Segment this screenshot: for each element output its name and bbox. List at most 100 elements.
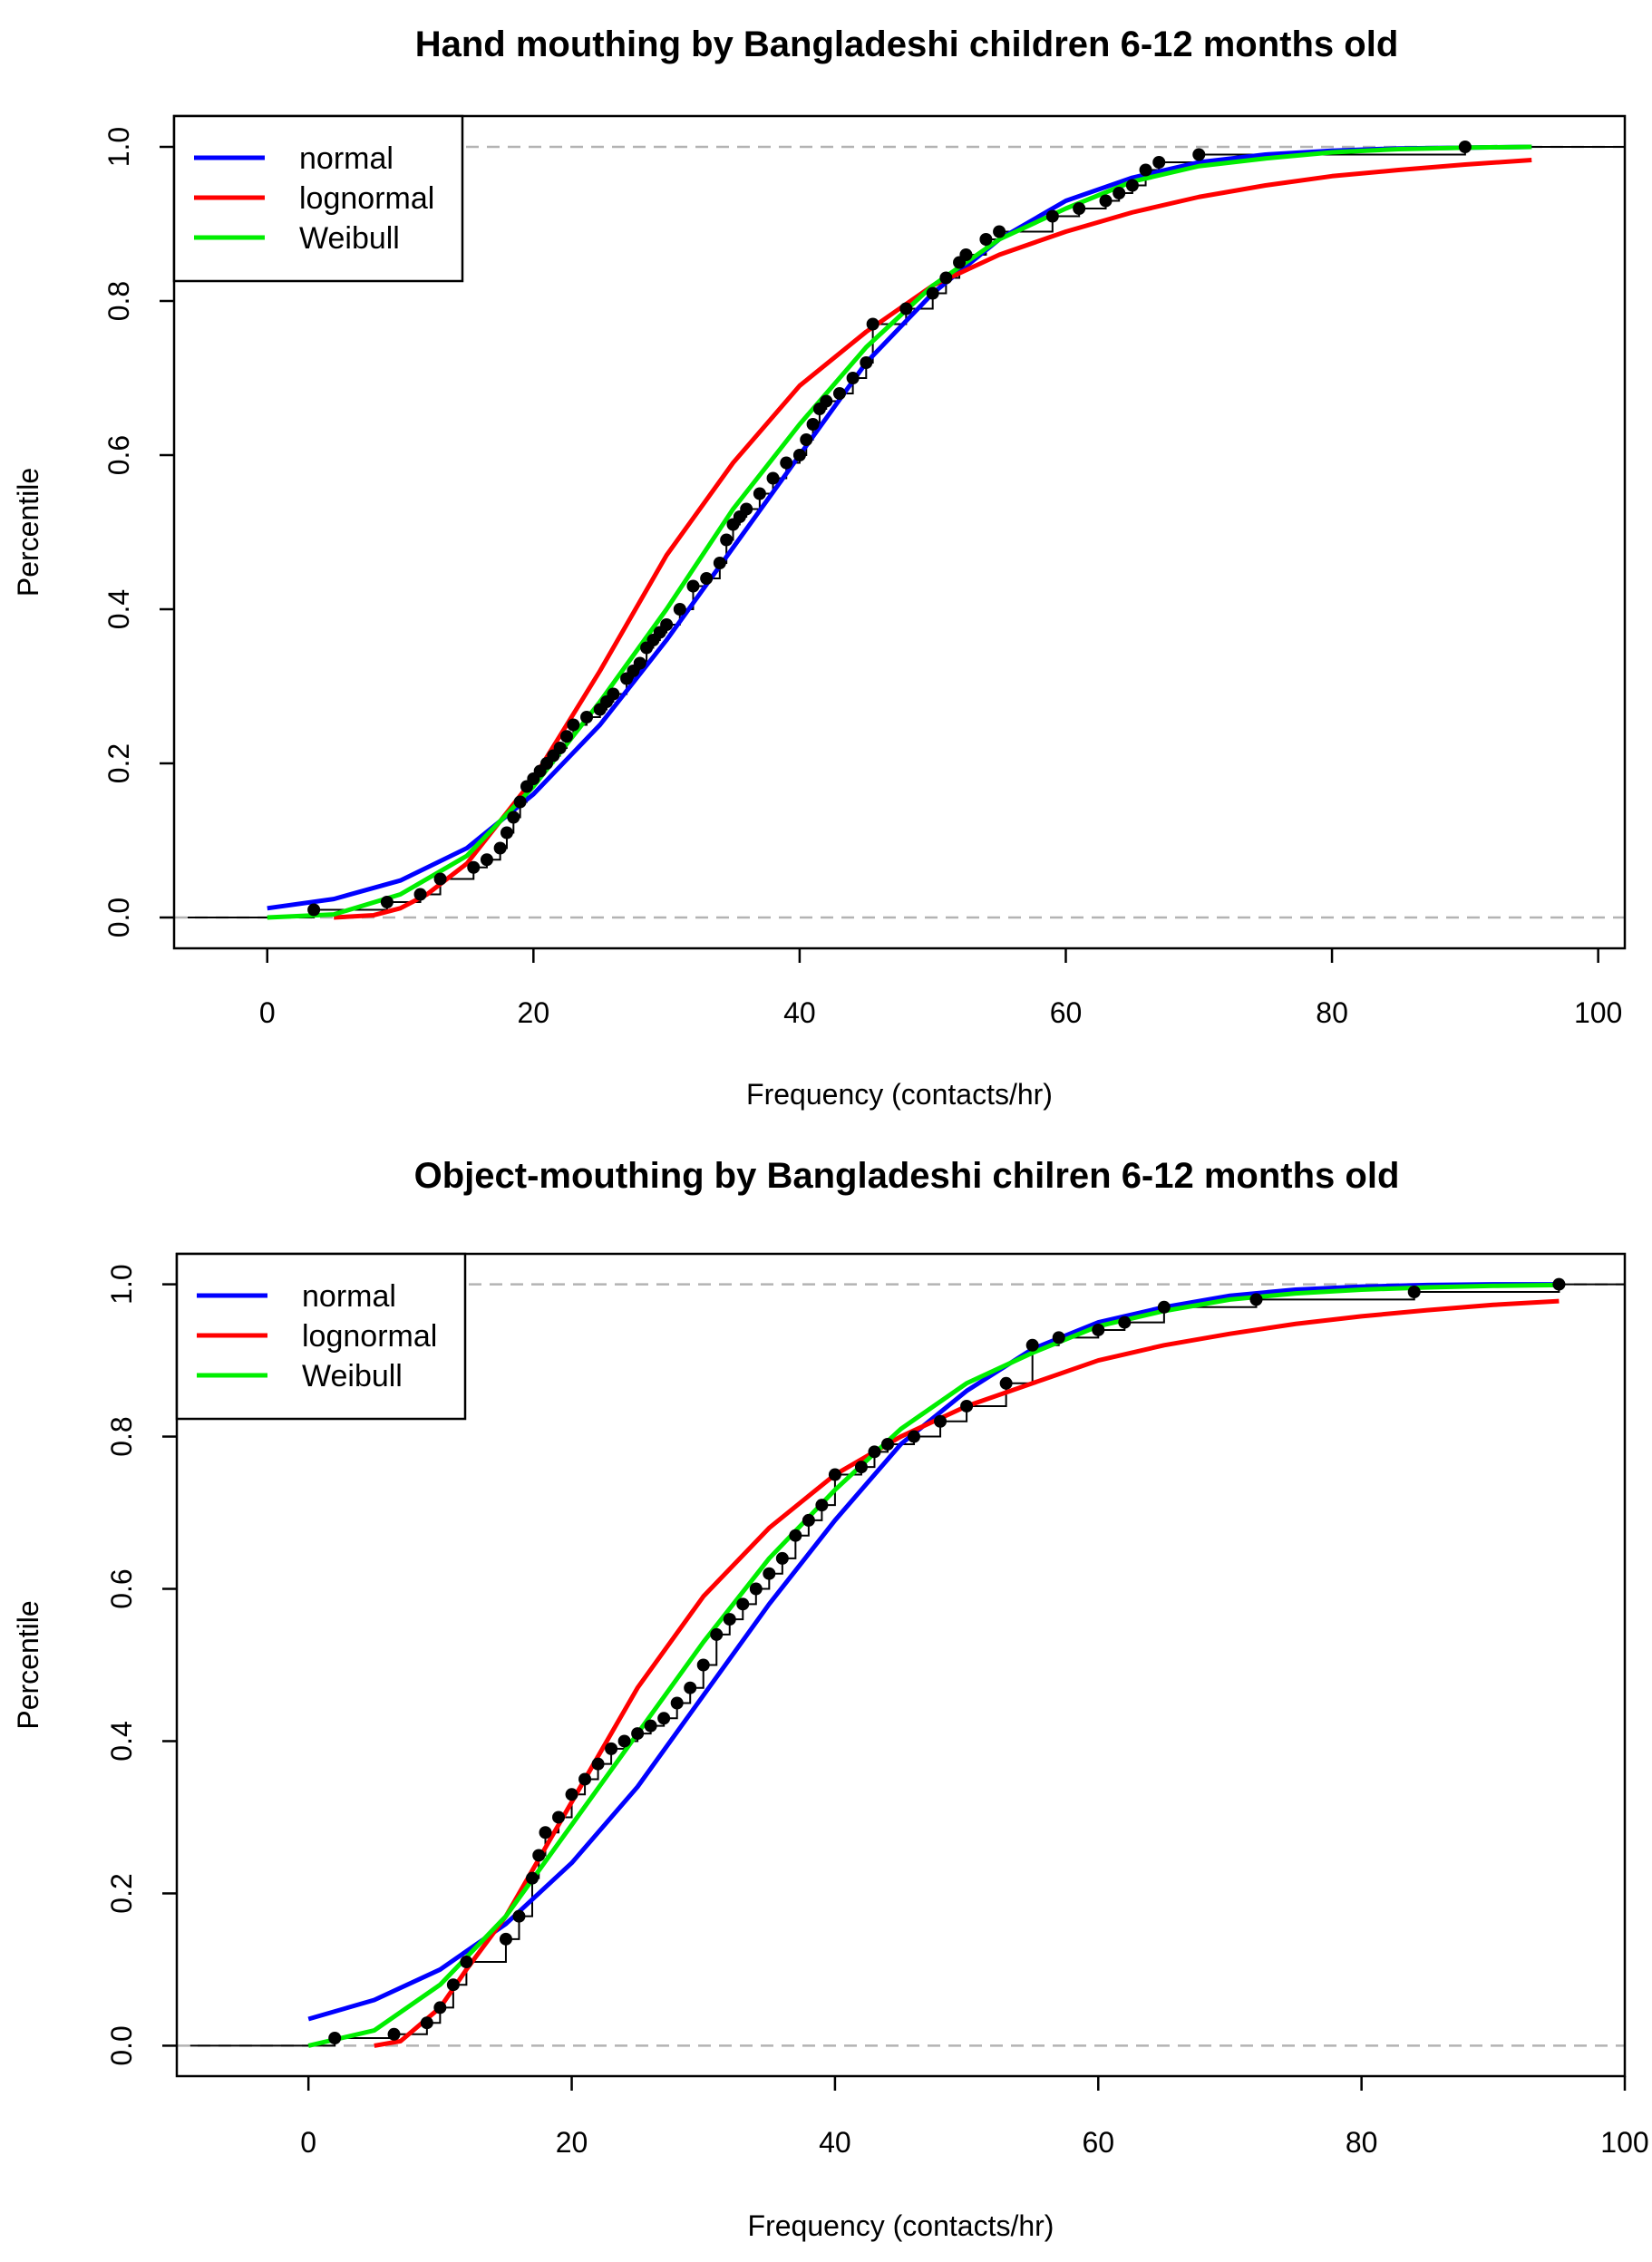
empirical-point xyxy=(512,1909,526,1923)
x-tick-label: 40 xyxy=(819,2126,851,2159)
weibull-fit-curve xyxy=(267,144,1532,920)
empirical-point xyxy=(763,1567,776,1580)
y-tick-label: 0.4 xyxy=(105,1721,138,1761)
y-tick-label: 0.0 xyxy=(102,898,135,937)
empirical-point xyxy=(1113,187,1126,199)
empirical-point xyxy=(420,2016,433,2030)
x-tick-label: 60 xyxy=(1082,2126,1114,2159)
legend-label-normal: normal xyxy=(299,141,394,176)
empirical-point xyxy=(328,2032,342,2045)
y-tick-label: 1.0 xyxy=(102,127,135,167)
empirical-point xyxy=(815,1499,829,1512)
empirical-point xyxy=(1025,1338,1039,1352)
object-mouthing-chart: Object-mouthing by Bangladeshi chilren 6… xyxy=(12,1156,1649,2242)
plot-frame xyxy=(175,1252,1627,2078)
empirical-point xyxy=(868,1445,881,1459)
empirical-point xyxy=(467,860,481,874)
empirical-point xyxy=(553,742,567,754)
x-tick-label: 20 xyxy=(556,2126,588,2159)
y-tick-label: 0.8 xyxy=(105,1416,138,1456)
empirical-point xyxy=(673,603,686,616)
empirical-point xyxy=(633,656,646,670)
empirical-point xyxy=(926,286,939,300)
legend-label-weibull: Weibull xyxy=(299,221,400,256)
empirical-point xyxy=(1092,1323,1105,1336)
empirical-point xyxy=(387,2027,401,2041)
empirical-point xyxy=(578,1772,592,1786)
empirical-point xyxy=(1192,148,1206,161)
empirical-point xyxy=(999,1376,1013,1390)
plot-frame xyxy=(172,114,1627,950)
legend-label-weibull: Weibull xyxy=(302,1359,403,1393)
x-tick-label: 100 xyxy=(1574,996,1622,1029)
empirical-point xyxy=(499,1932,512,1946)
empirical-point xyxy=(307,903,321,917)
empirical-point xyxy=(854,1461,868,1474)
lognormal-fit-curve xyxy=(374,1298,1560,2048)
empirical-point xyxy=(507,811,520,824)
empirical-point xyxy=(993,225,1006,238)
empirical-point xyxy=(775,1551,789,1565)
empirical-point xyxy=(1407,1285,1421,1298)
empirical-point xyxy=(806,418,820,431)
lognormal-fit-curve xyxy=(334,157,1532,920)
empirical-point xyxy=(433,2001,447,2014)
y-axis-label: Percentile xyxy=(12,1600,44,1729)
empirical-point xyxy=(460,1956,473,1969)
x-tick-label: 40 xyxy=(783,996,816,1029)
empirical-point xyxy=(631,1727,645,1741)
legend-box xyxy=(172,114,464,283)
empirical-point xyxy=(686,579,700,593)
empirical-point xyxy=(605,1742,618,1755)
empirical-point xyxy=(1045,209,1059,223)
empirical-point xyxy=(740,502,753,516)
empirical-point xyxy=(832,387,846,400)
y-tick-label: 0.8 xyxy=(102,281,135,321)
y-axis-label: Percentile xyxy=(12,468,44,597)
empirical-point xyxy=(979,233,993,246)
empirical-point xyxy=(532,1849,546,1862)
normal-fit-curve xyxy=(307,1282,1560,2022)
empirical-point xyxy=(696,1658,710,1672)
x-tick-label: 20 xyxy=(518,996,550,1029)
x-tick-label: 0 xyxy=(300,2126,316,2159)
empirical-point xyxy=(480,853,493,867)
y-tick-label: 0.6 xyxy=(105,1568,138,1608)
chart-title: Object-mouthing by Bangladeshi chilren 6… xyxy=(414,1156,1400,1196)
empirical-point xyxy=(539,1826,552,1840)
y-tick-label: 0.2 xyxy=(102,743,135,783)
empirical-point xyxy=(846,372,860,384)
empirical-point xyxy=(908,1430,921,1443)
x-tick-label: 80 xyxy=(1316,996,1348,1029)
empirical-point xyxy=(700,572,714,585)
legend-label-normal: normal xyxy=(302,1279,396,1314)
empirical-point xyxy=(660,618,674,631)
empirical-point xyxy=(552,1811,566,1824)
empirical-point xyxy=(766,471,780,485)
empirical-point xyxy=(380,896,394,908)
empirical-point xyxy=(1249,1293,1263,1306)
empirical-point xyxy=(789,1529,802,1542)
empirical-point xyxy=(567,718,580,732)
empirical-point xyxy=(934,1414,947,1428)
empirical-point xyxy=(1152,156,1166,169)
empirical-point xyxy=(684,1681,697,1694)
legend-label-lognormal: lognormal xyxy=(302,1319,437,1354)
empirical-point xyxy=(446,1978,460,1992)
empirical-point xyxy=(720,533,734,547)
empirical-point xyxy=(433,872,447,886)
empirical-point xyxy=(565,1788,578,1801)
empirical-point xyxy=(1125,179,1139,192)
empirical-point xyxy=(802,1513,815,1527)
hand-mouthing-chart: Hand mouthing by Bangladeshi children 6-… xyxy=(12,24,1627,1111)
empirical-point xyxy=(713,557,726,569)
x-tick-label: 80 xyxy=(1346,2126,1378,2159)
x-tick-label: 60 xyxy=(1050,996,1083,1029)
y-tick-label: 0.0 xyxy=(105,2025,138,2065)
empirical-point xyxy=(1073,202,1086,215)
empirical-point xyxy=(780,456,793,470)
empirical-point xyxy=(560,730,574,743)
empirical-point xyxy=(1458,141,1472,153)
empirical-point xyxy=(413,888,427,901)
